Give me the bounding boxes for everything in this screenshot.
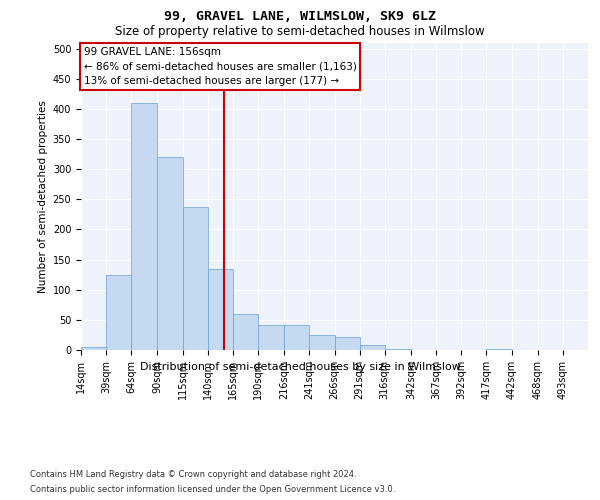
Bar <box>310 335 335 350</box>
Bar <box>359 345 385 350</box>
Text: Size of property relative to semi-detached houses in Wilmslow: Size of property relative to semi-detach… <box>115 25 485 38</box>
Bar <box>157 157 182 350</box>
Bar <box>258 324 284 350</box>
Text: 99, GRAVEL LANE, WILMSLOW, SK9 6LZ: 99, GRAVEL LANE, WILMSLOW, SK9 6LZ <box>164 10 436 23</box>
Text: Distribution of semi-detached houses by size in Wilmslow: Distribution of semi-detached houses by … <box>140 362 460 372</box>
Bar <box>81 347 106 350</box>
Text: Contains public sector information licensed under the Open Government Licence v3: Contains public sector information licen… <box>30 485 395 494</box>
Y-axis label: Number of semi-detached properties: Number of semi-detached properties <box>38 100 49 292</box>
Bar <box>182 207 208 350</box>
Bar <box>284 324 310 350</box>
Text: Contains HM Land Registry data © Crown copyright and database right 2024.: Contains HM Land Registry data © Crown c… <box>30 470 356 479</box>
Bar <box>131 103 157 350</box>
Bar <box>106 274 131 350</box>
Bar <box>208 268 233 350</box>
Text: 99 GRAVEL LANE: 156sqm
← 86% of semi-detached houses are smaller (1,163)
13% of : 99 GRAVEL LANE: 156sqm ← 86% of semi-det… <box>83 47 356 86</box>
Bar <box>233 314 258 350</box>
Bar <box>335 336 359 350</box>
